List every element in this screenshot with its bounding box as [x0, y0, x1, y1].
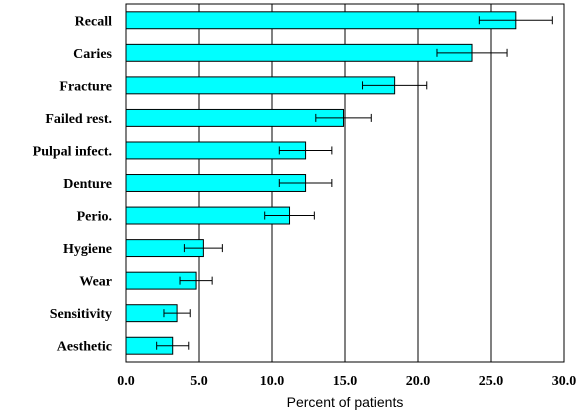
- bar: [125, 43, 473, 62]
- error-bar: [179, 276, 213, 285]
- error-bar: [315, 113, 372, 122]
- error-bar: [163, 309, 191, 318]
- category-label: Sensitivity: [50, 307, 112, 322]
- category-label: Wear: [79, 275, 112, 290]
- error-bars: [156, 16, 553, 350]
- x-tick-label: 5.0: [190, 374, 208, 389]
- bar: [125, 76, 396, 95]
- x-tick-label: 25.0: [479, 374, 504, 389]
- bar: [125, 108, 345, 127]
- x-tick-label: 20.0: [406, 374, 431, 389]
- category-label: Pulpal infect.: [33, 144, 112, 159]
- x-tick-label: 10.0: [260, 374, 285, 389]
- x-axis-title: Percent of patients: [287, 394, 404, 410]
- category-label: Recall: [75, 14, 112, 29]
- category-label: Aesthetic: [57, 340, 112, 355]
- error-bar: [478, 16, 553, 25]
- bars: [125, 11, 517, 355]
- error-bar: [183, 244, 223, 253]
- x-tick-label: 30.0: [552, 374, 577, 389]
- bar: [125, 141, 307, 160]
- category-label: Fracture: [59, 79, 112, 94]
- category-label: Caries: [73, 47, 112, 62]
- category-label: Perio.: [77, 210, 112, 225]
- category-label: Failed rest.: [45, 112, 112, 127]
- error-bar: [156, 341, 190, 350]
- error-bar: [278, 179, 333, 187]
- x-tick-label: 15.0: [333, 374, 358, 389]
- error-bar: [264, 211, 315, 220]
- x-tick-labels: 0.0 5.0 10.0 15.0 20.0 25.0 30.0: [117, 374, 576, 389]
- x-tick-label: 0.0: [117, 374, 135, 389]
- bar: [125, 174, 307, 192]
- category-label: Hygiene: [63, 242, 112, 257]
- error-bar: [278, 146, 333, 155]
- category-labels: Recall Caries Fracture Failed rest. Pulpal i…: [33, 14, 113, 354]
- bar: [125, 11, 517, 30]
- category-label: Denture: [63, 177, 112, 192]
- error-bar: [436, 48, 508, 57]
- error-bar: [362, 81, 428, 90]
- gridlines: [198, 4, 492, 362]
- plot-frame: [125, 3, 565, 363]
